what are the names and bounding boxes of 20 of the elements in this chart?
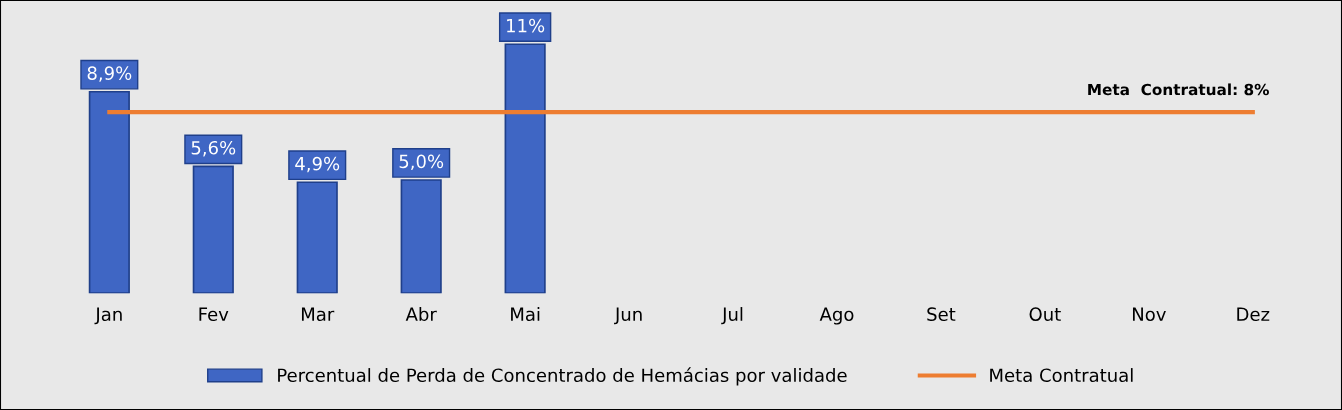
x-tick-label: Dez — [1237, 307, 1270, 322]
data-label: 8,9% — [87, 66, 132, 82]
x-tick-label: Mar — [301, 307, 335, 322]
x-tick-label: Jul — [721, 307, 743, 325]
x-tick-label: Jun — [614, 307, 642, 325]
x-tick-label: Abr — [405, 307, 437, 322]
data-label: 4,9% — [295, 156, 340, 173]
data-label: 11% — [507, 18, 545, 33]
data-label: 5,6% — [191, 140, 236, 157]
x-tick-label: Nov — [1132, 307, 1166, 322]
x-tick-label: Jan — [94, 307, 122, 325]
annotation: Meta Contratual: 8% — [1088, 83, 1269, 96]
x-tick-label: Ago — [819, 307, 854, 325]
legend-label: Percentual de Perda de Concentrado de Hemácias por validade — [278, 367, 847, 386]
legend-label: Meta Contratual — [990, 368, 1133, 383]
x-tick-label: Mai — [511, 307, 540, 322]
data-label: 5,0% — [399, 154, 444, 171]
x-tick-label: Set — [927, 307, 956, 322]
x-tick-label: Out — [1029, 307, 1061, 322]
x-tick-label: Fev — [199, 307, 229, 322]
